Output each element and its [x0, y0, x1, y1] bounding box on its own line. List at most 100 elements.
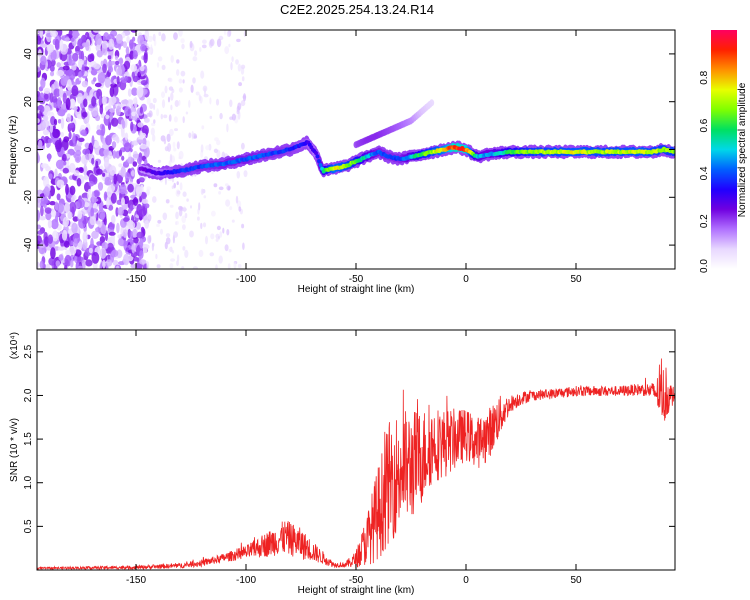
- noise-cell: [72, 216, 79, 222]
- noise-cell: [108, 66, 114, 73]
- noise-cell: [37, 261, 40, 269]
- noise-cell: [123, 253, 130, 266]
- noise-cell: [182, 79, 185, 84]
- x-tick-label: 0: [463, 274, 469, 285]
- noise-cell: [66, 113, 72, 123]
- noise-cell: [176, 141, 180, 150]
- noise-cell: [189, 230, 194, 238]
- noise-cell: [37, 230, 43, 235]
- noise-cell: [225, 199, 231, 207]
- noise-cell: [69, 70, 76, 81]
- noise-cell: [115, 33, 123, 44]
- noise-cell: [222, 227, 225, 234]
- noise-cell: [194, 50, 198, 57]
- noise-cell: [86, 95, 91, 101]
- y-tick-label: 0.5: [23, 519, 34, 533]
- noise-cell: [111, 117, 119, 127]
- noise-cell: [119, 184, 127, 195]
- noise-cell: [168, 77, 173, 83]
- noise-cell: [183, 206, 187, 213]
- noise-cell: [85, 41, 90, 51]
- noise-cell: [173, 32, 178, 40]
- noise-cell: [205, 235, 208, 245]
- noise-cell: [202, 39, 207, 44]
- noise-cell: [192, 77, 196, 84]
- noise-cell: [167, 142, 172, 152]
- noise-cell: [205, 145, 210, 151]
- noise-cell: [188, 132, 192, 139]
- noise-cell: [213, 148, 218, 153]
- noise-cell: [192, 56, 198, 62]
- noise-cell: [77, 265, 83, 269]
- noise-cell: [97, 182, 104, 191]
- noise-cell: [111, 141, 117, 149]
- noise-cell: [144, 203, 150, 209]
- noise-cell: [52, 230, 59, 242]
- noise-cell: [176, 69, 180, 76]
- noise-cell: [124, 75, 129, 82]
- noise-cell: [131, 87, 138, 96]
- noise-cell: [237, 200, 242, 208]
- y-tick-label: 1.5: [23, 432, 34, 446]
- colorbar-gradient: [711, 30, 737, 269]
- noise-cell: [178, 87, 183, 93]
- noise-cell: [178, 205, 183, 211]
- noise-cell: [152, 33, 156, 42]
- noise-cell: [47, 138, 53, 144]
- noise-cell: [160, 228, 163, 235]
- ridge-core-cell: [317, 159, 321, 164]
- noise-cell: [240, 100, 246, 107]
- noise-cell: [56, 69, 65, 77]
- noise-cell: [77, 38, 85, 50]
- noise-cell: [204, 87, 206, 96]
- noise-cell: [218, 191, 222, 195]
- noise-cell: [107, 55, 112, 60]
- noise-cell: [144, 30, 150, 41]
- noise-cell: [173, 147, 177, 152]
- x-tick-label: -150: [126, 274, 146, 285]
- noise-cell: [216, 225, 221, 231]
- noise-cell: [173, 116, 178, 123]
- noise-cell: [105, 135, 112, 146]
- noise-cell: [216, 139, 221, 146]
- noise-cell: [180, 38, 185, 44]
- noise-cell: [37, 139, 43, 150]
- noise-cell: [236, 110, 240, 115]
- noise-cell: [112, 259, 119, 266]
- noise-cell: [77, 71, 83, 78]
- noise-cell: [104, 76, 111, 88]
- noise-cell: [103, 191, 108, 201]
- noise-cell: [179, 182, 183, 191]
- noise-cell: [91, 191, 95, 203]
- noise-cell: [178, 30, 183, 37]
- noise-cell: [88, 180, 95, 187]
- noise-cell: [235, 59, 239, 65]
- spectrogram-x-ticks: -150 -100 -50 0 50: [126, 30, 582, 285]
- noise-cell: [103, 148, 110, 157]
- noise-cell: [223, 30, 227, 36]
- noise-cell: [59, 39, 64, 52]
- noise-cell: [236, 171, 241, 179]
- noise-cell: [46, 142, 50, 149]
- noise-cell: [50, 209, 57, 218]
- noise-cell: [201, 44, 207, 49]
- noise-cell: [136, 257, 140, 263]
- noise-cell: [219, 112, 223, 120]
- noise-cell: [115, 60, 120, 65]
- colorbar-tick-label: 0.8: [699, 70, 710, 84]
- noise-cell: [53, 118, 58, 126]
- noise-cell: [72, 132, 76, 144]
- noise-cell: [121, 131, 126, 138]
- noise-cell: [83, 59, 88, 67]
- noise-cell: [130, 263, 137, 269]
- noise-cell: [56, 179, 65, 189]
- noise-cell: [72, 32, 80, 37]
- noise-cell: [126, 36, 130, 44]
- noise-cell: [56, 202, 64, 214]
- noise-cell: [227, 263, 231, 269]
- noise-cell: [95, 114, 101, 122]
- noise-cell: [118, 149, 123, 157]
- noise-cell: [95, 33, 102, 46]
- noise-cell: [147, 35, 153, 43]
- noise-cell: [91, 96, 97, 107]
